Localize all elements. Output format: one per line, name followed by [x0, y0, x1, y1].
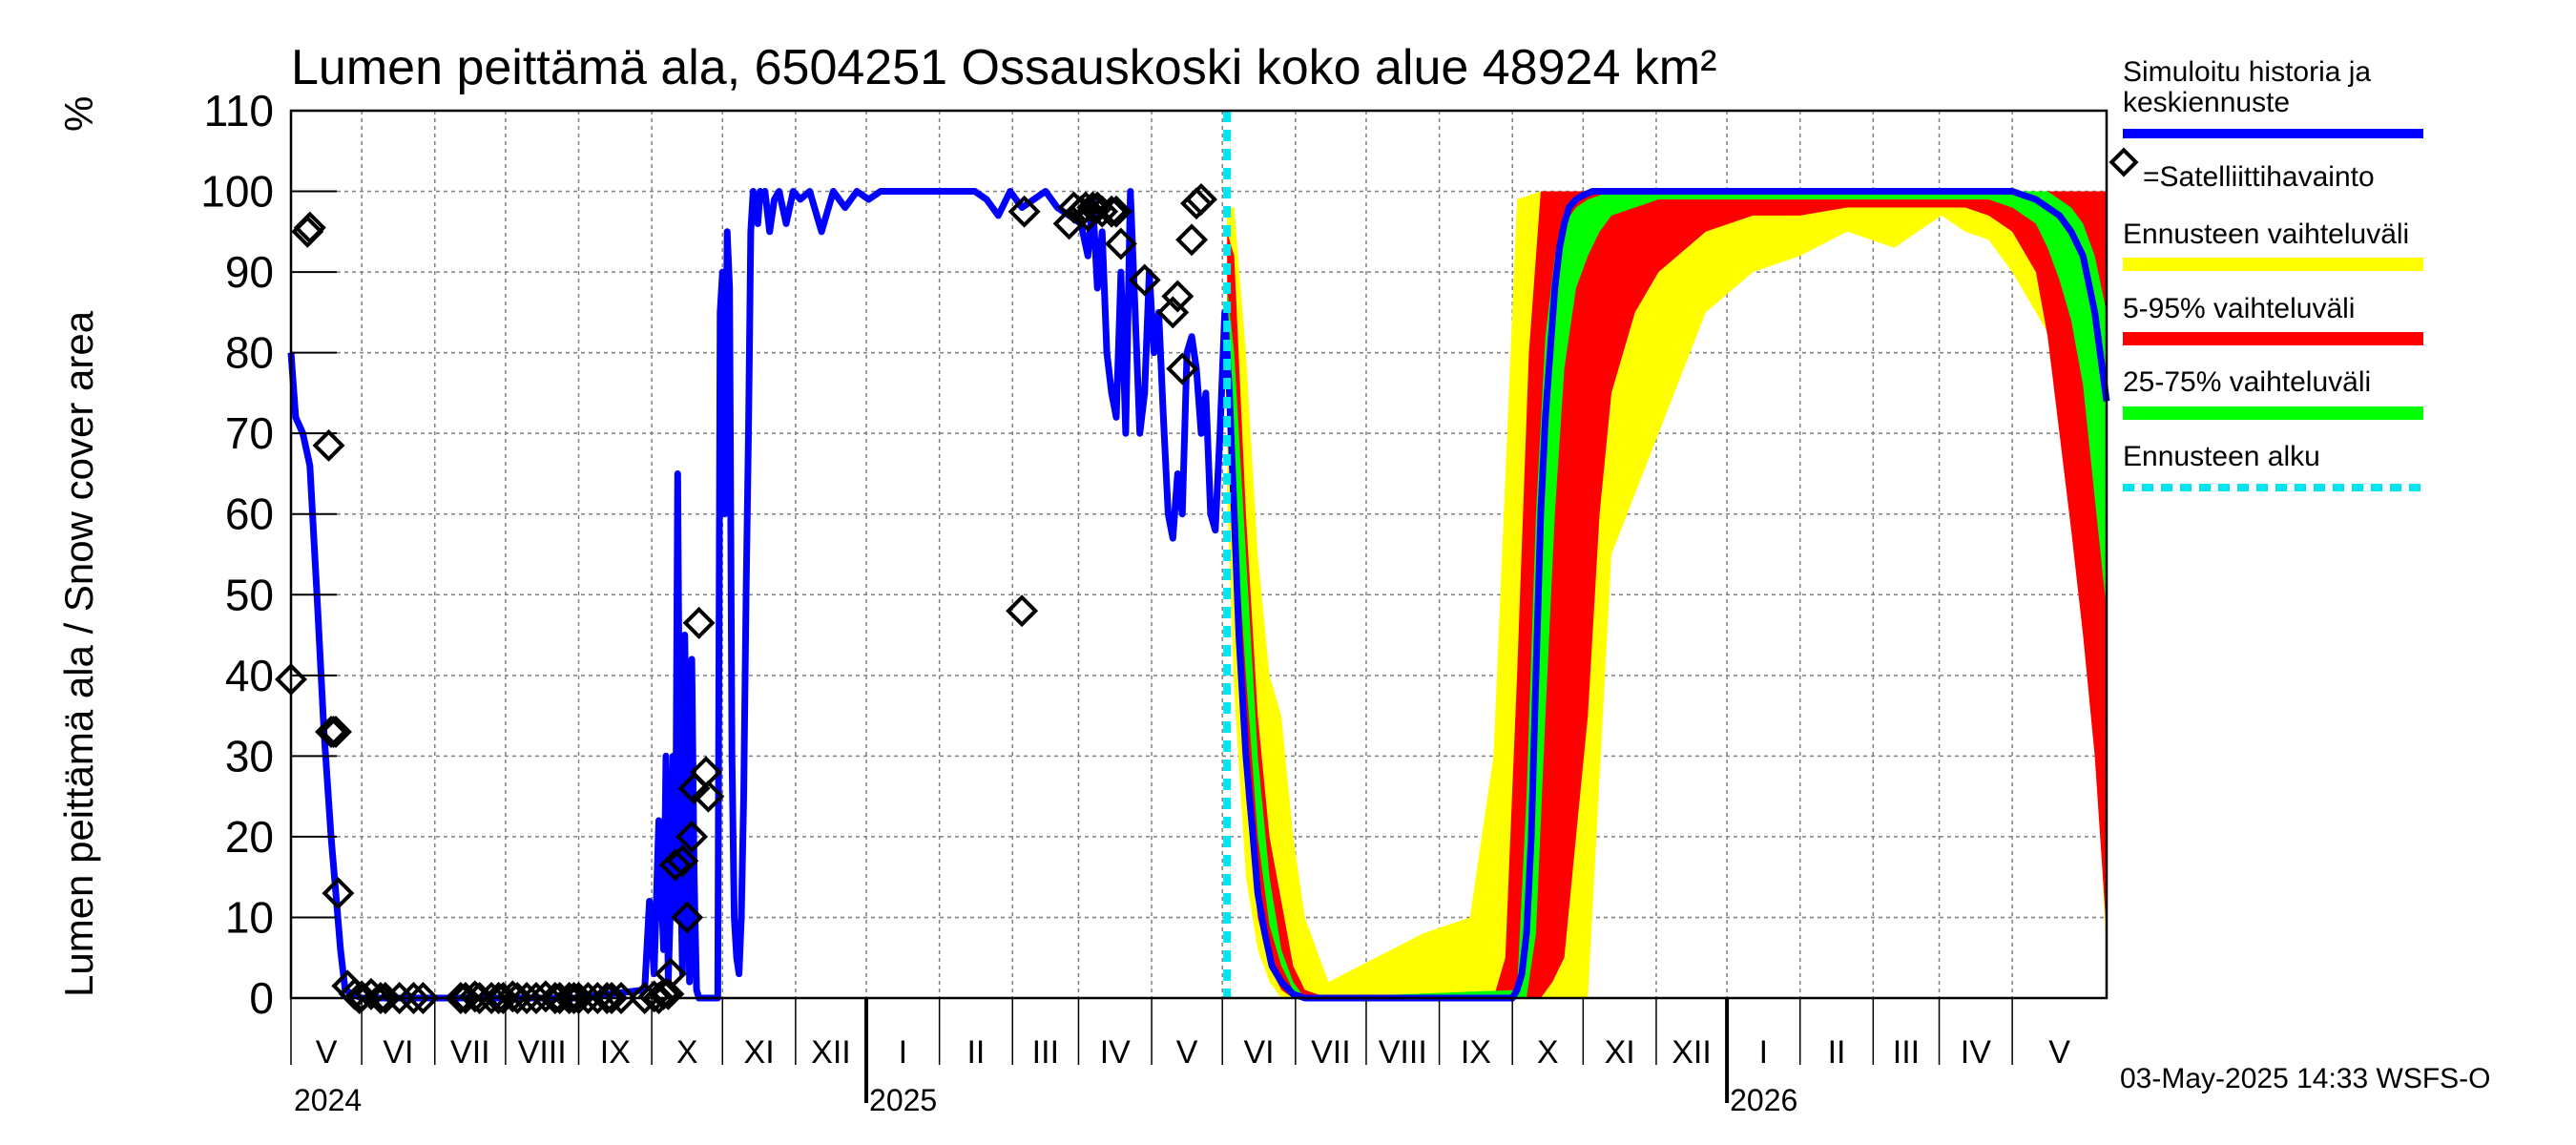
legend-forecast-start-label: Ennusteen alku: [2123, 441, 2320, 472]
y-tick-label: 30: [225, 731, 274, 781]
satellite-observation-marker: [1104, 227, 1137, 260]
month-label: II: [1828, 1034, 1846, 1071]
month-label: VII: [450, 1034, 490, 1071]
month-label: XII: [811, 1034, 851, 1071]
month-label: V: [1176, 1034, 1198, 1071]
satellite-observation-marker: [406, 982, 440, 1014]
satellite-observation-marker: [692, 780, 725, 813]
history-line: [287, 188, 1231, 1002]
satellite-observation-marker: [652, 977, 685, 1010]
month-label: X: [1537, 1034, 1559, 1071]
satellite-observation-marker: [654, 957, 687, 990]
satellite-observation-marker: [364, 982, 397, 1014]
month-label: V: [2048, 1034, 2070, 1071]
footer-timestamp: 03-May-2025 14:33 WSFS-O: [2120, 1063, 2491, 1094]
y-tick-label: 80: [225, 328, 274, 378]
month-label: XI: [1605, 1034, 1635, 1071]
month-label: VI: [1243, 1034, 1274, 1071]
y-tick-label: 110: [204, 86, 274, 135]
month-label: V: [316, 1034, 338, 1071]
month-label: III: [1893, 1034, 1920, 1071]
month-label: VI: [383, 1034, 413, 1071]
year-label: 2024: [294, 1083, 362, 1117]
legend-range-label: Ennusteen vaihteluväli: [2123, 219, 2409, 250]
month-label: IX: [600, 1034, 631, 1071]
satellite-observation-marker: [1175, 223, 1209, 257]
satellite-observation-marker: [510, 982, 544, 1014]
satellite-observation-marker: [595, 982, 629, 1014]
y-tick-label: 20: [225, 812, 274, 862]
satellite-observation-marker: [1006, 594, 1039, 628]
month-label: II: [966, 1034, 985, 1071]
month-label: IV: [1100, 1034, 1131, 1071]
satellite-observation-marker: [312, 428, 345, 462]
series-lines: [287, 111, 2110, 1002]
legend-satellite-marker-icon: [2109, 147, 2139, 177]
y-tick-label: 40: [225, 651, 274, 700]
y-tick-label: 90: [225, 247, 274, 297]
forecast-bands: [1227, 191, 2107, 998]
satellite-observation-marker: [501, 982, 534, 1014]
satellite-observation-marker: [571, 982, 605, 1014]
month-label: III: [1032, 1034, 1059, 1071]
satellite-observation-marker: [1008, 195, 1041, 228]
y-tick-label: 100: [200, 167, 274, 217]
month-label: XII: [1672, 1034, 1712, 1071]
satellite-observation-marker: [1166, 352, 1199, 385]
legend-history-label-line1: Simuloitu historia ja: [2123, 56, 2371, 88]
satellite-observation-marker: [666, 844, 699, 878]
year-label: 2026: [1730, 1083, 1797, 1117]
legend-history-label-line2: keskiennuste: [2123, 87, 2290, 118]
month-label: VIII: [1379, 1034, 1427, 1071]
y-tick-label: 70: [225, 408, 274, 458]
month-label: X: [676, 1034, 698, 1071]
month-label: IV: [1961, 1034, 1991, 1071]
satellite-observation-marker: [1100, 195, 1132, 228]
satellite-observation-marker: [1185, 183, 1217, 216]
legend: Simuloitu historia ja keskiennuste =Sate…: [2109, 56, 2423, 491]
y-axis-unit: %: [56, 96, 101, 132]
month-label: I: [1759, 1034, 1768, 1071]
legend-satellite-label: =Satelliittihavainto: [2143, 161, 2375, 193]
satellite-observation-marker: [322, 877, 355, 910]
satellite-observation-marker: [320, 716, 352, 748]
month-label: VII: [1311, 1034, 1351, 1071]
y-tick-label: 0: [249, 973, 274, 1023]
satellite-observation-marker: [562, 982, 595, 1014]
month-label: XI: [744, 1034, 775, 1071]
satellite-observation-marker: [1161, 280, 1195, 313]
satellite-observation-marker: [671, 901, 704, 934]
satellite-observation-marker: [605, 982, 637, 1014]
satellite-observation-marker: [1095, 195, 1129, 228]
satellite-observation-marker: [397, 982, 430, 1014]
forecast-range-band: [1227, 191, 2107, 998]
month-label: IX: [1461, 1034, 1491, 1071]
satellite-observation-marker: [1128, 263, 1161, 297]
y-axis-label: Lumen peittämä ala / Snow cover area: [56, 310, 101, 997]
satellite-observation-marker: [690, 756, 722, 789]
legend-5-95-label: 5-95% vaihteluväli: [2123, 293, 2355, 324]
forecast-median-line: [1223, 188, 2110, 1002]
satellite-observation-marker: [293, 211, 326, 244]
y-tick-label: 60: [225, 489, 274, 539]
month-label: VIII: [518, 1034, 567, 1071]
y-tick-label: 50: [225, 570, 274, 619]
satellite-observation-marker: [675, 820, 709, 853]
y-tick-label: 10: [225, 892, 274, 942]
chart-title: Lumen peittämä ala, 6504251 Ossauskoski …: [291, 40, 1716, 95]
satellite-observation-marker: [682, 606, 716, 639]
plot-frame: [289, 109, 2109, 1000]
legend-25-75-label: 25-75% vaihteluväli: [2123, 366, 2371, 398]
month-label: I: [899, 1034, 907, 1071]
satellite-observation-marker: [275, 663, 307, 696]
year-label: 2025: [869, 1083, 937, 1117]
satellite-observation-marker: [552, 982, 586, 1014]
